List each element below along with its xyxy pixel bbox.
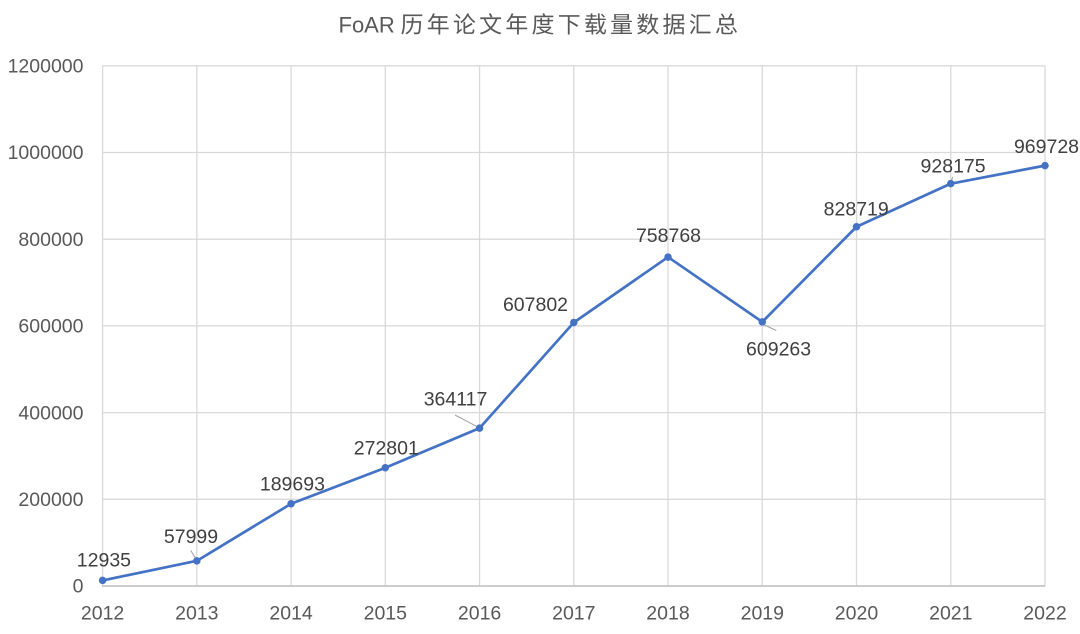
svg-text:FoAR: FoAR: [339, 13, 395, 38]
svg-text:2022: 2022: [1023, 603, 1066, 625]
svg-text:12935: 12935: [77, 549, 131, 571]
svg-text:2014: 2014: [269, 603, 313, 625]
svg-text:272801: 272801: [354, 437, 419, 459]
svg-text:1200000: 1200000: [8, 56, 84, 78]
svg-text:2021: 2021: [929, 603, 972, 625]
svg-text:200000: 200000: [18, 489, 83, 511]
svg-text:800000: 800000: [18, 229, 83, 251]
svg-text:2016: 2016: [458, 603, 501, 625]
svg-text:928175: 928175: [921, 156, 986, 178]
svg-text:400000: 400000: [18, 402, 83, 424]
svg-text:2012: 2012: [81, 603, 124, 625]
svg-text:2015: 2015: [364, 603, 408, 625]
svg-text:600000: 600000: [18, 316, 83, 338]
svg-text:2020: 2020: [835, 603, 879, 625]
svg-text:57999: 57999: [164, 526, 218, 548]
svg-text:2013: 2013: [175, 603, 218, 625]
svg-text:2018: 2018: [646, 603, 689, 625]
svg-text:0: 0: [73, 576, 84, 598]
svg-text:607802: 607802: [503, 294, 568, 316]
svg-text:828719: 828719: [824, 198, 889, 220]
svg-text:2017: 2017: [552, 603, 595, 625]
svg-text:969728: 969728: [1014, 136, 1079, 158]
svg-text:2019: 2019: [741, 603, 784, 625]
svg-text:1000000: 1000000: [8, 142, 84, 164]
svg-text:364117: 364117: [424, 388, 488, 410]
svg-text:609263: 609263: [746, 339, 811, 361]
svg-text:189693: 189693: [260, 474, 325, 496]
svg-text:758768: 758768: [636, 225, 701, 247]
